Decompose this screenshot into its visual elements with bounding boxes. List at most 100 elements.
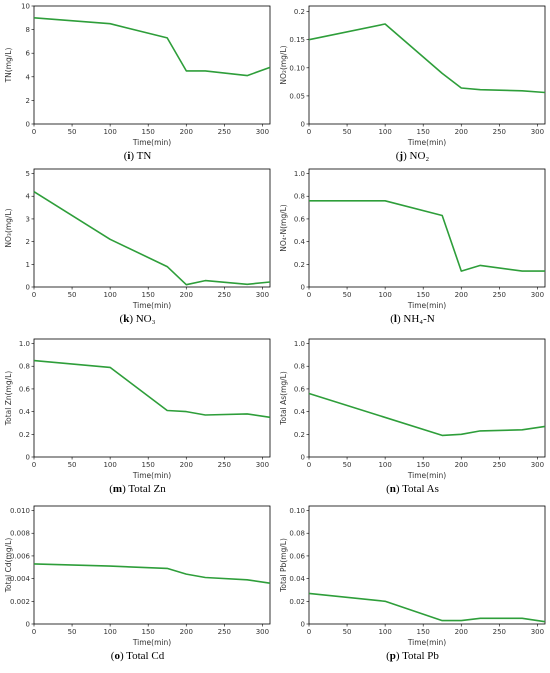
caption-text: Total Zn: [128, 483, 166, 495]
x-tick-label: 50: [68, 291, 77, 299]
y-tick-label: 0: [26, 121, 30, 129]
x-axis-label: Time(min): [132, 301, 171, 310]
chart-panel-i: 0 50 100 150 200 250 300 Time(min) 0 2 4 6 8 10 TN(mg/…: [0, 0, 275, 168]
y-tick-label: 2: [26, 97, 30, 105]
x-tick-label: 0: [307, 128, 311, 136]
chart-panel-k: 0 50 100 150 200 250 300 Time(min) 0 1 2 3 4 5 NO₃(mg/…: [0, 163, 275, 331]
x-tick-label: 100: [378, 128, 391, 136]
x-tick-label: 0: [32, 628, 36, 636]
y-tick-label: 0.010: [10, 507, 30, 515]
x-tick-label: 100: [103, 291, 116, 299]
chart-panel-l: 0 50 100 150 200 250 300 Time(min) 0 0.2 0.4 0.6 0.8…: [275, 163, 550, 331]
y-tick-label: 0.6: [19, 385, 31, 393]
y-tick-label: 1: [26, 261, 30, 269]
y-tick-label: 0.2: [19, 431, 30, 439]
caption-letter: k: [123, 313, 130, 325]
x-tick-label: 100: [378, 461, 391, 469]
series-line: [308, 592, 546, 623]
x-tick-label: 150: [417, 291, 430, 299]
caption-text: Total Pb: [402, 650, 439, 662]
y-tick-label: 1.0: [19, 340, 30, 348]
x-tick-label: 50: [68, 128, 77, 136]
y-tick-label: 0.02: [289, 598, 305, 606]
series-line: [33, 359, 271, 419]
chart-caption: (m) Total Zn: [109, 483, 166, 495]
chart-caption: (n) Total As: [386, 483, 439, 495]
y-tick-label: 10: [21, 3, 30, 11]
chart-caption: (o) Total Cd: [110, 650, 165, 662]
y-tick-label: 0.4: [294, 408, 306, 416]
y-tick-label: 0.8: [294, 363, 305, 371]
chart-caption: (i) TN: [123, 150, 152, 162]
plot-frame: [33, 5, 271, 125]
y-tick-label: 0.10: [289, 507, 305, 515]
y-tick-label: 0.008: [10, 530, 30, 538]
y-tick-label: 0: [301, 284, 305, 292]
y-tick-label: 0: [301, 121, 305, 129]
x-tick-label: 200: [455, 291, 468, 299]
x-axis-label: Time(min): [132, 138, 171, 147]
x-tick-label: 250: [218, 128, 231, 136]
x-tick-label: 250: [493, 628, 506, 636]
x-tick-label: 250: [218, 628, 231, 636]
chart-panel-o: 0 50 100 150 200 250 300 Time(min) 0 0.002 0.004 0.…: [0, 500, 275, 668]
caption-letter: i: [127, 150, 131, 162]
chart-caption: (k) NO₃: [119, 313, 156, 325]
chart-panel-n: 0 50 100 150 200 250 300 Time(min) 0 0.2 0.4 0.6 0.8…: [275, 333, 550, 501]
y-axis-label: Total Cd(mg/L): [4, 538, 13, 594]
x-tick-label: 250: [218, 291, 231, 299]
x-tick-label: 50: [343, 128, 352, 136]
y-tick-label: 4: [26, 193, 31, 201]
x-tick-label: 0: [307, 628, 311, 636]
y-tick-label: 0.2: [294, 8, 305, 16]
chart-panel-j: 0 50 100 150 200 250 300 Time(min) 0 0.05 0.10 0.15…: [275, 0, 550, 168]
chart-svg-i: 0 50 100 150 200 250 300 Time(min) 0 2 4 6 8 10 TN(mg/…: [4, 3, 271, 147]
x-tick-label: 150: [142, 461, 155, 469]
y-tick-label: 0.006: [10, 552, 31, 560]
y-axis-label: TN(mg/L): [4, 48, 13, 84]
chart-svg-j: 0 50 100 150 200 250 300 Time(min) 0 0.05 0.10 0.15…: [279, 5, 546, 147]
x-axis-label: Time(min): [407, 638, 446, 647]
y-axis-label: NO₄-N(mg/L): [279, 204, 288, 252]
series-line: [33, 191, 271, 286]
chart-panel-m: 0 50 100 150 200 250 300 Time(min) 0 0.2 0.4 0.6 0.8…: [0, 333, 275, 501]
chart-caption: (p) Total Pb: [386, 650, 439, 662]
chart-svg-m: 0 50 100 150 200 250 300 Time(min) 0 0.2 0.4 0.6 0.8…: [4, 338, 271, 480]
x-tick-label: 0: [32, 461, 36, 469]
caption-text: NO₂: [409, 150, 430, 162]
plot-frame: [308, 5, 546, 125]
x-tick-label: 200: [455, 628, 468, 636]
y-tick-label: 0: [301, 621, 305, 629]
x-tick-label: 200: [455, 128, 468, 136]
x-tick-label: 50: [343, 628, 352, 636]
x-tick-label: 300: [531, 461, 544, 469]
caption-text: Total Cd: [126, 650, 165, 662]
caption-text: NH₄-N: [403, 313, 435, 325]
caption-text: TN: [136, 150, 152, 162]
y-tick-label: 6: [26, 50, 31, 58]
y-tick-label: 0: [26, 284, 30, 292]
x-tick-label: 100: [103, 128, 116, 136]
x-tick-label: 100: [378, 291, 391, 299]
caption-text: NO₃: [135, 313, 156, 325]
y-tick-label: 0.2: [294, 431, 305, 439]
x-tick-label: 50: [343, 291, 352, 299]
x-tick-label: 300: [256, 461, 269, 469]
y-tick-label: 4: [26, 73, 31, 81]
chart-svg-n: 0 50 100 150 200 250 300 Time(min) 0 0.2 0.4 0.6 0.8…: [279, 338, 546, 480]
y-tick-label: 0.6: [294, 385, 306, 393]
plot-frame: [308, 505, 546, 625]
caption-letter: o: [114, 650, 120, 662]
y-tick-label: 0.15: [289, 36, 305, 44]
caption-letter: n: [389, 483, 396, 495]
chart-svg-p: 0 50 100 150 200 250 300 Time(min) 0 0.02 0.04 0.06…: [279, 505, 546, 647]
y-axis-label: NO₂(mg/L): [279, 45, 288, 84]
x-tick-label: 0: [307, 461, 311, 469]
y-tick-label: 0.08: [289, 530, 305, 538]
x-tick-label: 150: [142, 628, 155, 636]
caption-letter: p: [389, 650, 396, 662]
series-line: [308, 392, 546, 437]
x-tick-label: 300: [531, 128, 544, 136]
x-tick-label: 200: [455, 461, 468, 469]
